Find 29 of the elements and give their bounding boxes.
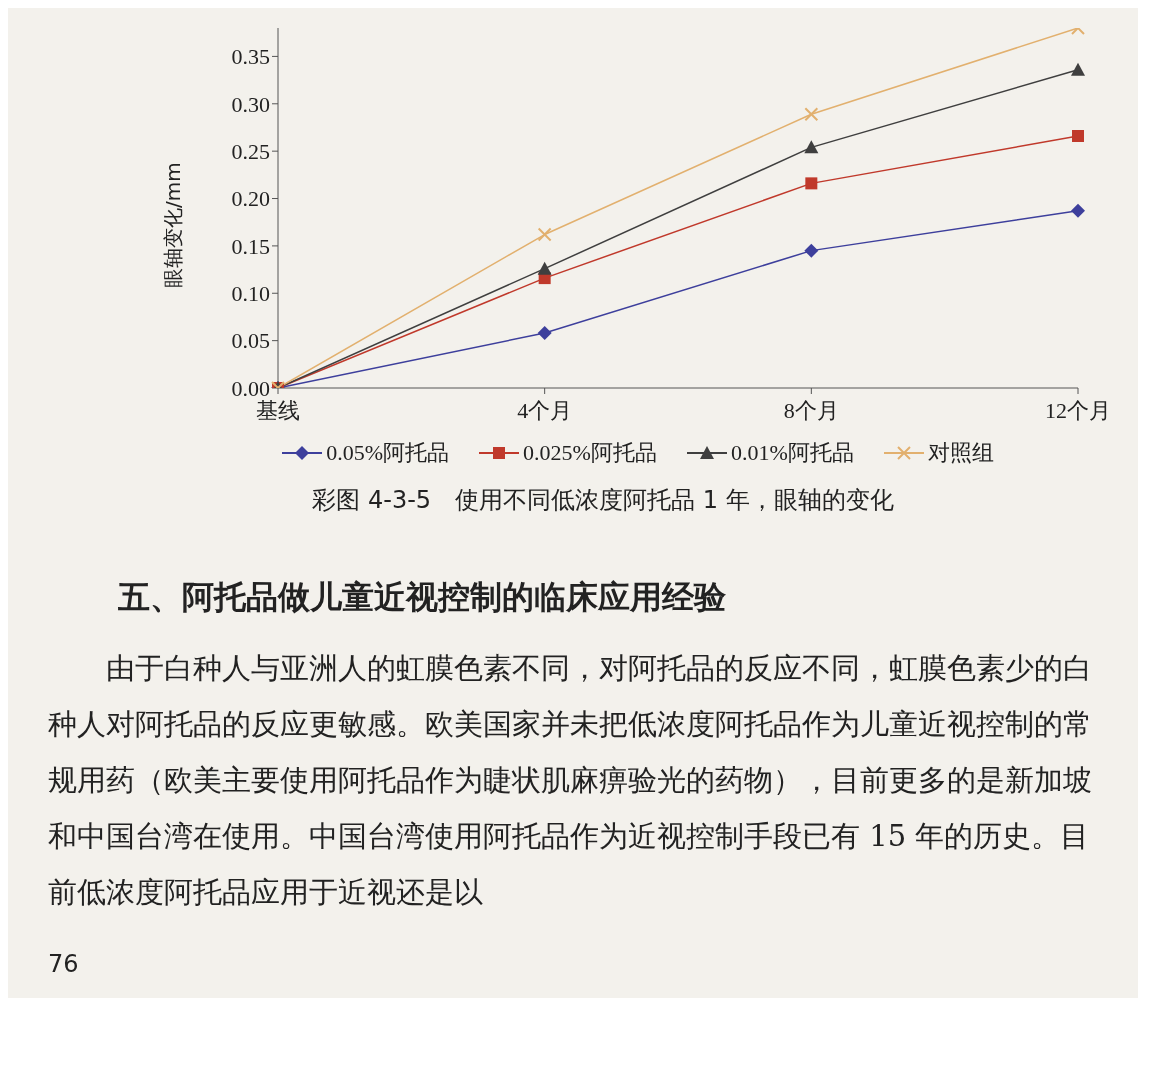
text: 彩图 4-3-5 使用不同低浓度阿托品 1 年，眼轴的变化 xyxy=(311,485,895,516)
point xyxy=(537,261,552,275)
point xyxy=(804,107,819,122)
x-tick-label: 4个月 xyxy=(517,397,573,423)
text: 76 xyxy=(48,950,80,978)
x-tick-label: 12个月 xyxy=(1045,397,1111,423)
point xyxy=(1071,203,1085,218)
y-tick-label: 0.35 xyxy=(231,44,270,70)
text: 由于白种人与亚洲人的虹膜色素不同，对阿托品的反应不同，虹膜色素少的白种人对阿托品的反应更敏感。欧美国家并未把低浓度阿托品作为儿童近视控制的常规用药（欧美主要使用阿托品作为睫状肌麻痹验光的药物），目前更多的是新加坡和中国台湾在使用。中国台湾使用阿托品作为近视控制手段已有 15 年的历史。目前低浓度阿托品应用于近视还是以 xyxy=(48,650,1093,911)
legend-label: 对照组 xyxy=(927,439,994,467)
y-tick-label: 0.05 xyxy=(231,328,270,354)
point xyxy=(1071,62,1085,76)
point xyxy=(805,177,818,190)
y-tick-label: 0.15 xyxy=(231,233,270,259)
legend-label: 0.05%阿托品 xyxy=(326,439,450,467)
text: 五、阿托品做儿童近视控制的临床应用经验 xyxy=(118,577,727,618)
x-tick-label: 8个月 xyxy=(783,397,839,423)
y-axis-title: 眼轴变化/mm xyxy=(161,162,186,288)
point xyxy=(537,326,552,341)
point xyxy=(1072,130,1084,142)
legend-label: 0.025%阿托品 xyxy=(523,439,657,467)
y-tick-label: 0.25 xyxy=(231,138,270,164)
point xyxy=(537,227,552,242)
y-tick-label: 0.20 xyxy=(231,186,270,212)
point xyxy=(804,140,819,154)
y-tick-label: 0.30 xyxy=(231,91,270,117)
y-tick-label: 0.10 xyxy=(231,281,270,307)
point xyxy=(804,243,819,258)
legend-label: 0.01%阿托品 xyxy=(730,439,854,467)
